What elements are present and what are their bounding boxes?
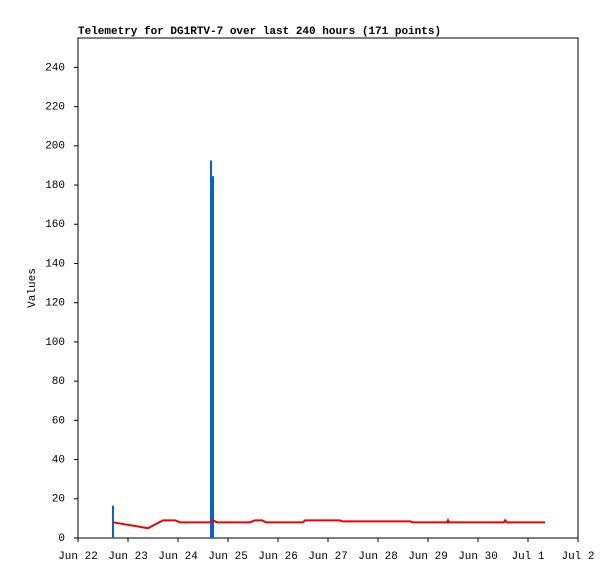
y-tick-label: 160 — [45, 219, 65, 231]
x-tick-label: Jun 24 — [158, 551, 198, 563]
x-tick-label: Jul 1 — [511, 551, 544, 563]
x-tick-label: Jun 22 — [58, 551, 98, 563]
y-tick-label: 240 — [45, 62, 65, 74]
y-tick-label: 0 — [58, 533, 65, 545]
x-tick-label: Jul 2 — [561, 551, 594, 563]
y-tick-label: 20 — [52, 494, 65, 506]
bar — [210, 160, 212, 539]
y-tick-label: 200 — [45, 141, 65, 153]
bar — [112, 505, 114, 538]
x-tick-label: Jun 25 — [208, 551, 248, 563]
y-axis-label: Values — [27, 268, 39, 308]
y-tick-label: 80 — [52, 376, 65, 388]
chart-title: Telemetry for DG1RTV-7 over last 240 hou… — [78, 26, 441, 38]
y-tick-label: 120 — [45, 298, 65, 310]
x-tick-label: Jun 30 — [458, 551, 498, 563]
y-tick-label: 220 — [45, 102, 65, 114]
x-tick-label: Jun 27 — [308, 551, 348, 563]
x-tick-label: Jun 23 — [108, 551, 148, 563]
y-tick-label: 60 — [52, 415, 65, 427]
x-tick-label: Jun 26 — [258, 551, 298, 563]
y-tick-label: 40 — [52, 454, 65, 466]
bar — [212, 176, 214, 538]
y-tick-label: 140 — [45, 258, 65, 270]
y-tick-label: 180 — [45, 180, 65, 192]
x-tick-label: Jun 28 — [358, 551, 398, 563]
y-tick-label: 100 — [45, 337, 65, 349]
line — [112, 518, 545, 530]
plot-frame — [77, 37, 579, 539]
x-tick-label: Jun 29 — [408, 551, 448, 563]
